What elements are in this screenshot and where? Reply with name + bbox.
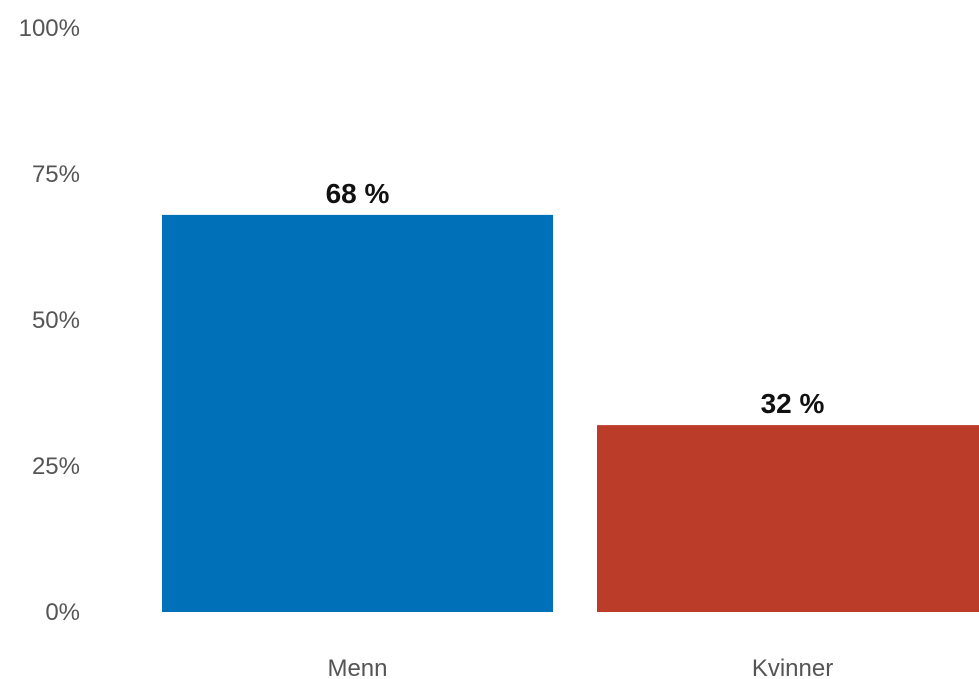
- x-category-label: Menn: [327, 655, 387, 679]
- data-label: 68 %: [326, 178, 390, 209]
- y-axis: 0% 25% 50% 75% 100%: [19, 15, 80, 626]
- y-tick-label: 0%: [45, 599, 80, 626]
- x-category-label: Kvinner: [752, 655, 833, 679]
- bar-kvinner: [597, 425, 979, 612]
- bar-menn: [162, 214, 553, 612]
- y-tick-label: 25%: [32, 453, 80, 480]
- data-label: 32 %: [761, 388, 825, 419]
- y-tick-label: 75%: [32, 161, 80, 188]
- data-labels-group: 68 % 32 %: [326, 178, 825, 419]
- y-tick-label: 100%: [19, 15, 80, 42]
- bars-group: [162, 214, 979, 612]
- y-tick-label: 50%: [32, 307, 80, 334]
- x-axis: Menn Kvinner: [327, 655, 833, 679]
